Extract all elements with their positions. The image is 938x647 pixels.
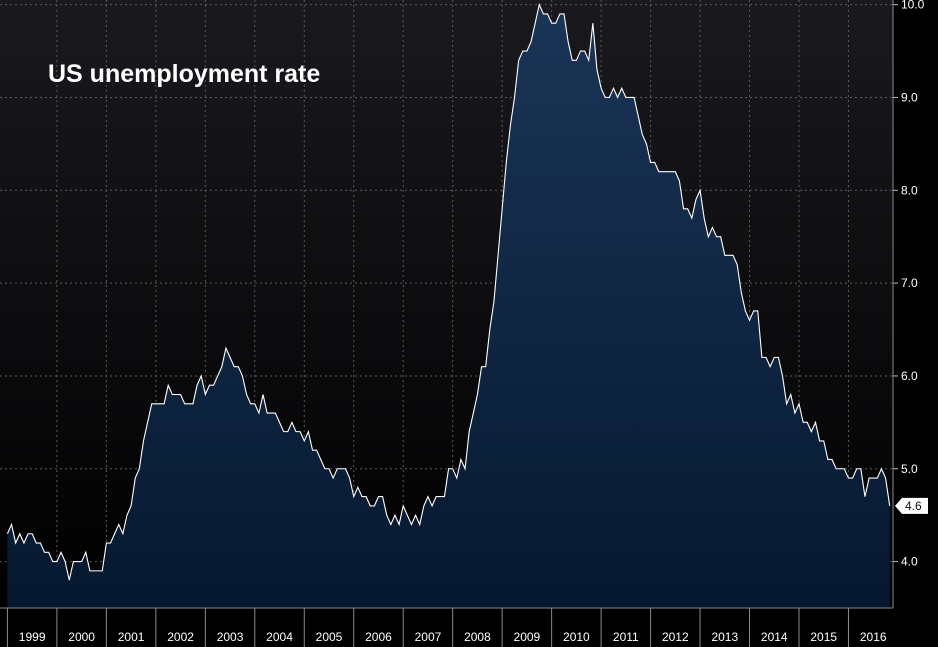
x-tick-label: 2008 — [464, 630, 491, 644]
y-tick-label: 6.0 — [901, 369, 918, 383]
x-tick-label: 2015 — [810, 630, 837, 644]
y-tick-label: 4.0 — [901, 555, 918, 569]
y-tick-label: 10.0 — [901, 0, 925, 12]
last-value-marker: 4.6 — [895, 497, 928, 514]
x-tick-label: 2014 — [761, 630, 788, 644]
last-value-label: 4.6 — [905, 499, 922, 513]
x-tick-label: 2009 — [514, 630, 541, 644]
series-area — [7, 4, 890, 608]
x-tick-label: 2005 — [316, 630, 343, 644]
x-tick-label: 2016 — [860, 630, 887, 644]
y-tick-label: 5.0 — [901, 462, 918, 476]
series-line — [6, 2, 891, 581]
x-tick-label: 2007 — [415, 630, 442, 644]
y-tick-label: 8.0 — [901, 183, 918, 197]
x-tick-label: 2012 — [662, 630, 689, 644]
x-tick-label: 2004 — [266, 630, 293, 644]
x-tick-label: 2002 — [167, 630, 194, 644]
chart-title: US unemployment rate — [48, 60, 320, 88]
x-axis-ticks: 1999 2000 2001 2002 2003 2004 2005 2006 2007 2008… — [6, 608, 887, 647]
x-tick-label: 2000 — [68, 630, 95, 644]
x-tick-label: 2001 — [118, 630, 145, 644]
y-axis-ticks: 4.0 5.0 6.0 7.0 8.0 9.0 10.0 — [893, 0, 925, 569]
x-tick-label: 2011 — [613, 630, 639, 644]
x-tick-label: 2003 — [217, 630, 244, 644]
x-tick-label: 2013 — [711, 630, 738, 644]
last-value-label-box — [895, 497, 928, 514]
y-tick-label: 9.0 — [901, 90, 918, 104]
x-tick-label: 1999 — [19, 630, 46, 644]
y-tick-label: 7.0 — [901, 276, 918, 290]
x-tick-label: 2010 — [563, 630, 590, 644]
x-tick-label: 2006 — [365, 630, 392, 644]
